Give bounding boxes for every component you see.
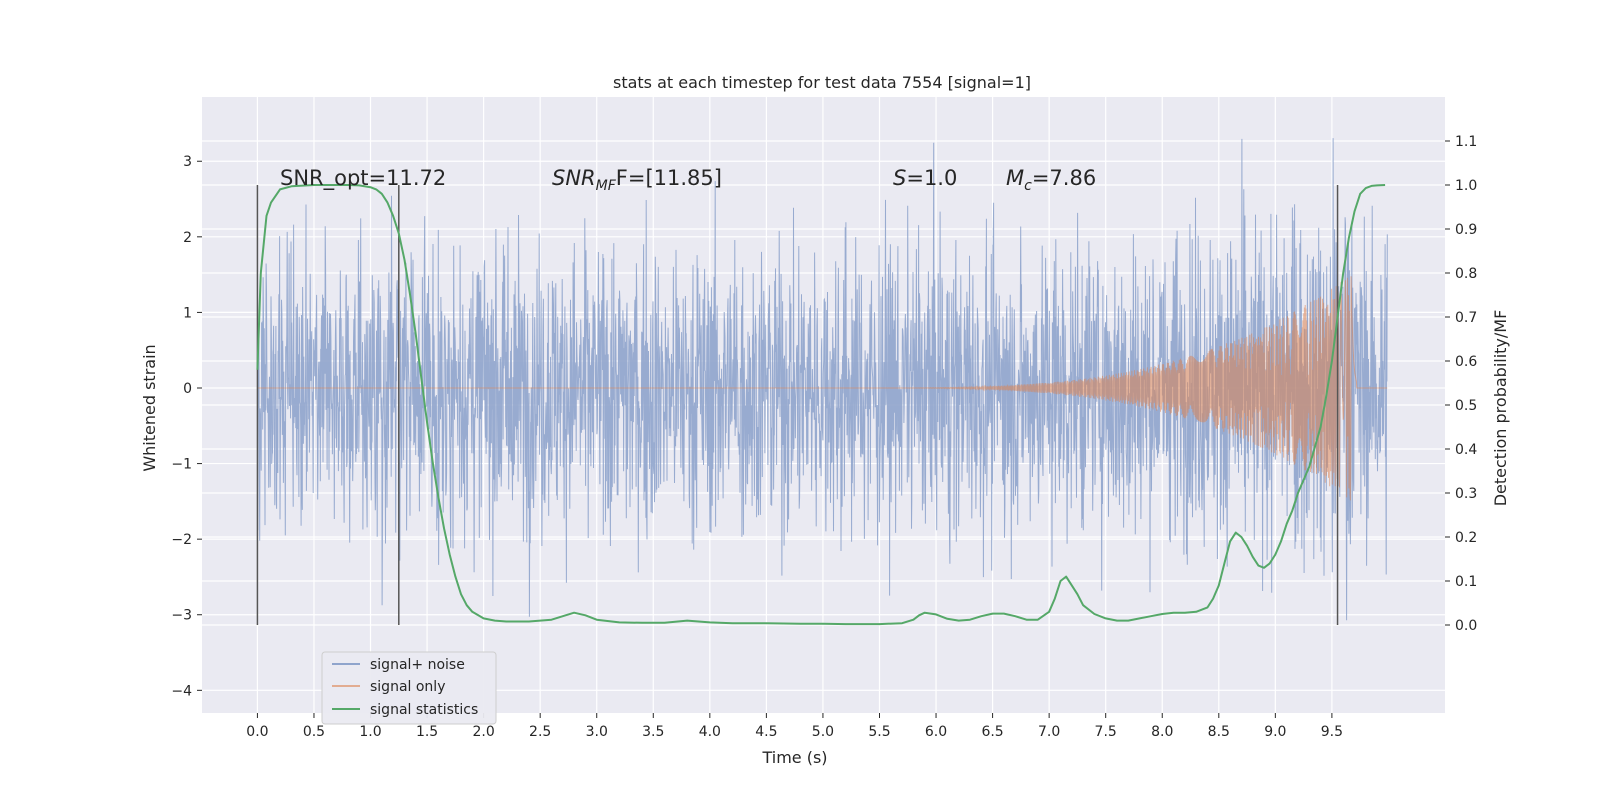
x-tick-label: 1.5: [416, 724, 438, 740]
annotation-snr-mf-main: SNR: [552, 166, 596, 190]
signal-statistics-series: [256, 184, 1386, 626]
x-tick-label: 8.0: [1151, 724, 1173, 740]
x-tick-label: 7.0: [1038, 724, 1060, 740]
x-tick-label: 3.5: [642, 724, 664, 740]
y-left-tick-label: 3: [183, 154, 192, 170]
legend-label-signal-only: signal only: [370, 679, 445, 695]
y-right-tick-label: 0.4: [1455, 442, 1477, 458]
x-tick-label: 7.5: [1095, 724, 1117, 740]
y-right-tick-label: 0.8: [1455, 266, 1477, 282]
annotation-s-main: S: [893, 166, 906, 190]
signal-only-series: [257, 276, 1388, 501]
y-right-tick-label: 0.5: [1455, 398, 1477, 414]
y-right-tick-label: 0.1: [1455, 574, 1477, 590]
x-tick-label: 8.5: [1208, 724, 1230, 740]
legend: signal+ noise signal only signal statist…: [321, 651, 497, 725]
legend-label-signal-statistics: signal statistics: [370, 702, 478, 718]
vertical-markers: [256, 185, 1339, 625]
x-tick-label: 2.0: [472, 724, 494, 740]
signal-statistics-line: [256, 184, 1386, 626]
annotation-snr-mf-tail: F=[11.85]: [616, 166, 722, 190]
x-tick-label: 1.0: [359, 724, 381, 740]
y-right-tick-label: 1.0: [1455, 178, 1477, 194]
x-axis-label: Time (s): [761, 748, 827, 767]
x-tick-label: 6.5: [981, 724, 1003, 740]
x-tick-label: 6.0: [925, 724, 947, 740]
y-left-tick-label: −2: [171, 532, 192, 548]
annotation-snr-mf-sub: MF: [596, 178, 617, 194]
x-tick-label: 5.5: [868, 724, 890, 740]
y-right-tick-label: 0.2: [1455, 530, 1477, 546]
annotation-snr-mf: SNRMFF=[11.85]: [552, 166, 722, 194]
x-tick-label: 4.5: [755, 724, 777, 740]
x-tick-label: 5.0: [812, 724, 834, 740]
signal-noise-series: [256, 138, 1388, 621]
signal-only-line: [257, 276, 1388, 501]
y-left-tick-label: −4: [171, 683, 192, 699]
annotation-snr-opt: SNR_opt=11.72: [280, 166, 446, 191]
y-right-tick-label: 0.9: [1455, 222, 1477, 238]
x-tick-label: 0.5: [303, 724, 325, 740]
annotation-mc: Mc=7.86: [1006, 166, 1096, 194]
y-axis-left-label: Whitened strain: [140, 344, 159, 471]
y-left-tick-label: 1: [183, 305, 192, 321]
y-right-tick-label: 0.7: [1455, 310, 1477, 326]
ticks: 0.0 0.5 1.0 1.5 2.0 2.5 3.0 3.5 4.0 4.5 5.0 5.5 6.0 6…: [171, 134, 1477, 740]
annotation-mc-main: M: [1006, 166, 1024, 190]
y-left-tick-label: 0: [183, 381, 192, 397]
chart-title: stats at each timestep for test data 755…: [613, 73, 1031, 92]
x-tick-label: 9.5: [1321, 724, 1343, 740]
x-tick-label: 0.0: [246, 724, 268, 740]
legend-label-signal-noise: signal+ noise: [370, 657, 465, 673]
y-left-tick-label: −1: [171, 457, 192, 473]
annotation-s-tail: =1.0: [906, 166, 957, 190]
x-tick-label: 2.5: [529, 724, 551, 740]
x-tick-label: 9.0: [1264, 724, 1286, 740]
y-right-tick-label: 1.1: [1455, 134, 1477, 150]
y-right-tick-label: 0.6: [1455, 354, 1477, 370]
y-right-tick-label: 0.3: [1455, 486, 1477, 502]
signal-noise-line: [256, 138, 1388, 621]
legend-box: [321, 651, 497, 725]
x-tick-label: 3.0: [586, 724, 608, 740]
annotation-mc-sub: c: [1024, 178, 1032, 194]
y-axis-right-label: Detection probability/MF: [1491, 310, 1510, 507]
y-left-tick-label: 2: [183, 230, 192, 246]
y-right-tick-label: 0.0: [1455, 618, 1477, 634]
annotation-mc-tail: =7.86: [1032, 166, 1096, 190]
annotation-s: S=1.0: [893, 166, 957, 190]
x-tick-label: 4.0: [699, 724, 721, 740]
y-left-tick-label: −3: [171, 608, 192, 624]
